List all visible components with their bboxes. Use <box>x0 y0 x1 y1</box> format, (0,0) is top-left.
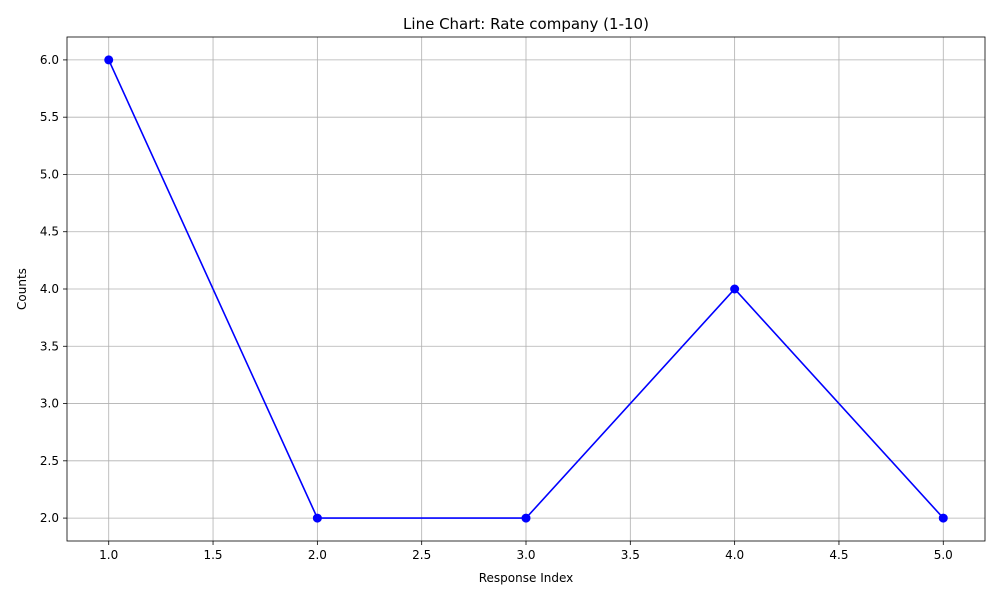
x-tick-label: 3.5 <box>621 548 640 562</box>
y-tick-label: 2.0 <box>40 511 59 525</box>
data-point <box>938 513 948 523</box>
data-point <box>104 55 114 65</box>
grid <box>67 37 985 541</box>
y-axis-label: Counts <box>15 268 29 310</box>
y-tick-label: 4.5 <box>40 225 59 239</box>
x-tick-label: 4.0 <box>725 548 744 562</box>
x-tick-label: 2.0 <box>308 548 327 562</box>
series-layer <box>104 55 948 523</box>
y-tick-label: 4.0 <box>40 282 59 296</box>
data-point <box>521 513 531 523</box>
y-tick-label: 3.5 <box>40 339 59 353</box>
data-point <box>312 513 322 523</box>
x-tick-label: 5.0 <box>934 548 953 562</box>
x-tick-label: 2.5 <box>412 548 431 562</box>
x-tick-label: 1.5 <box>203 548 222 562</box>
x-tick-label: 3.0 <box>516 548 535 562</box>
y-tick-label: 2.5 <box>40 454 59 468</box>
y-tick-label: 3.0 <box>40 397 59 411</box>
chart-title: Line Chart: Rate company (1-10) <box>403 15 649 33</box>
x-axis-label: Response Index <box>479 571 573 585</box>
y-tick-label: 6.0 <box>40 53 59 67</box>
x-tick-label: 1.0 <box>99 548 118 562</box>
x-tick-label: 4.5 <box>829 548 848 562</box>
data-point <box>730 284 740 294</box>
y-tick-label: 5.5 <box>40 110 59 124</box>
x-axis-ticks: 1.0 1.5 2.0 2.5 3.0 3.5 4.0 4.5 5.0 <box>99 541 953 562</box>
y-axis-ticks: 2.0 2.5 3.0 3.5 4.0 4.5 5.0 5.5 6.0 <box>40 53 67 525</box>
y-tick-label: 5.0 <box>40 167 59 181</box>
